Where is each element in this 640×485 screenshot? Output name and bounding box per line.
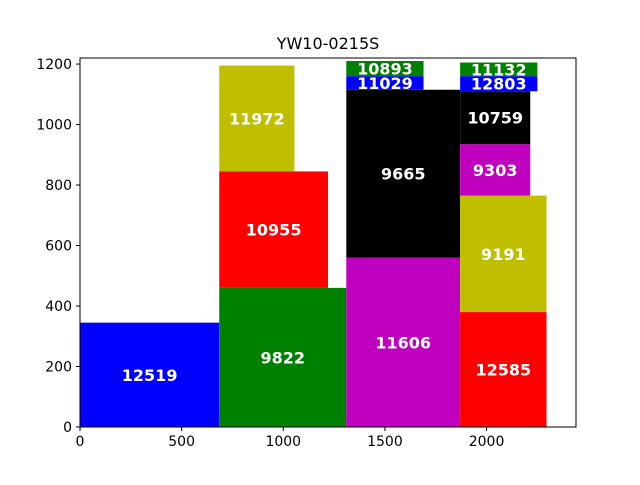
x-tick-label: 1500 <box>367 434 403 450</box>
panel-rect-11972 <box>219 65 295 172</box>
y-tick-label: 1200 <box>36 57 72 73</box>
panel-rect-12803 <box>460 76 538 92</box>
panel-label-12803: 12803 <box>471 75 527 94</box>
panel-rect-10759 <box>460 91 531 145</box>
panel-label-12519: 12519 <box>122 366 178 385</box>
panel-label-10955: 10955 <box>246 221 302 240</box>
panel-label-9303: 9303 <box>473 161 518 180</box>
panel-label-11972: 11972 <box>229 109 285 128</box>
panel-rect-10893 <box>346 61 424 77</box>
panel-label-10893: 10893 <box>357 60 413 79</box>
panel-rect-9303 <box>460 144 531 196</box>
panel-rect-9822 <box>219 287 347 427</box>
y-tick-label: 200 <box>45 360 72 376</box>
panel-label-9665: 9665 <box>381 165 426 184</box>
y-tick-label: 800 <box>45 178 72 194</box>
axes-frame <box>79 57 577 428</box>
panel-label-12585: 12585 <box>475 361 531 380</box>
panel-label-11132: 11132 <box>471 60 527 79</box>
panel-rect-11132 <box>460 62 538 77</box>
y-tick-label: 1000 <box>36 118 72 134</box>
y-tick-label: 400 <box>45 299 72 315</box>
panel-rect-11029 <box>346 76 424 90</box>
panel-label-9191: 9191 <box>481 245 526 264</box>
panel-label-11029: 11029 <box>357 74 413 93</box>
x-tick-label: 500 <box>168 434 195 450</box>
panel-rect-12519 <box>80 322 220 427</box>
panel-label-9822: 9822 <box>261 348 306 367</box>
x-tick-label: 2000 <box>469 434 505 450</box>
y-tick-label: 0 <box>63 420 72 436</box>
y-tick-label: 600 <box>45 239 72 255</box>
panel-rect-9191 <box>460 195 547 313</box>
panel-rect-9665 <box>346 89 461 258</box>
panel-label-10759: 10759 <box>467 109 523 128</box>
chart-title: YW10-0215S <box>276 34 380 53</box>
panel-label-11606: 11606 <box>375 333 431 352</box>
x-tick-label: 0 <box>76 434 85 450</box>
x-tick-label: 1000 <box>265 434 301 450</box>
panel-rect-12585 <box>460 312 547 427</box>
panel-rect-10955 <box>219 171 328 288</box>
panel-rect-11606 <box>346 257 461 427</box>
axes: 0 500 1000 1500 2000 0 200 400 600 800 1000 1200 <box>36 57 577 450</box>
